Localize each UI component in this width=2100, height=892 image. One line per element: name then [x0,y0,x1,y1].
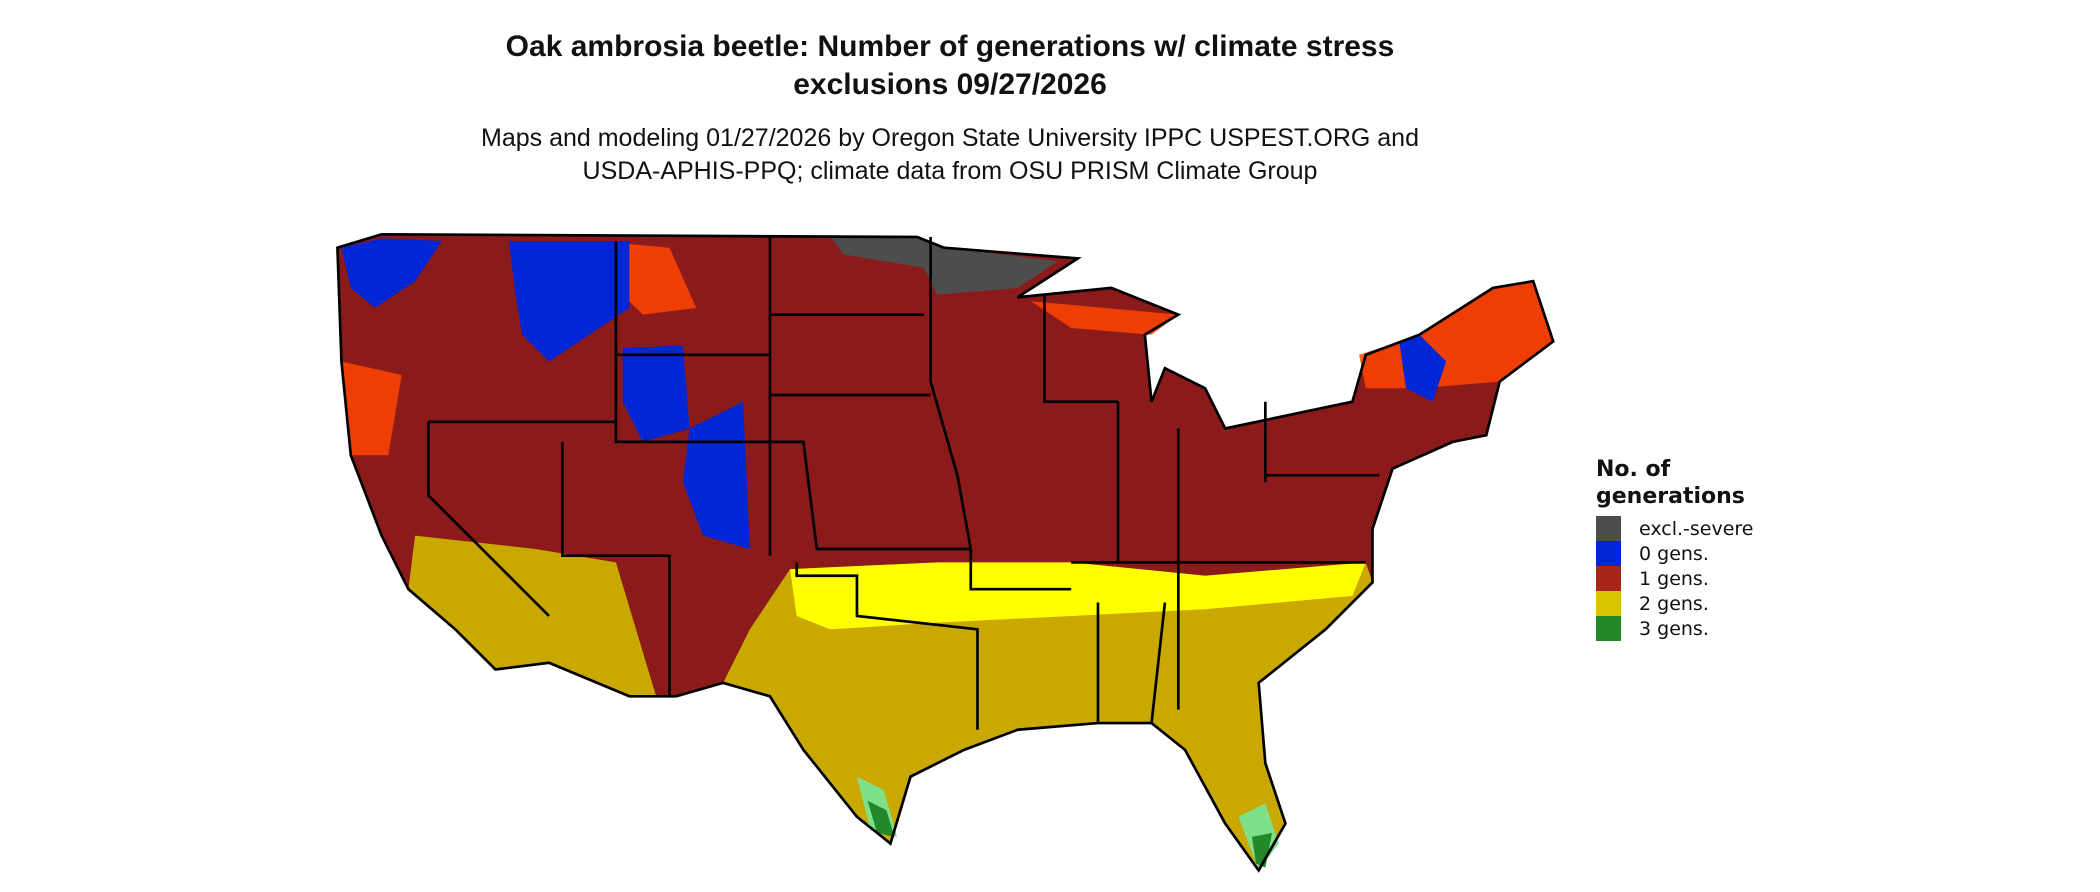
region-1-gen-light [341,361,402,456]
legend-title-line1: No. of [1596,457,1671,482]
legend: No. of generations excl.-severe 0 gens. 1 g… [1596,456,1754,641]
region-excl-severe [830,235,1058,295]
legend-label: 3 gens. [1639,617,1709,640]
map-title-line1: Oak ambrosia beetle: Number of generatio… [505,30,1395,63]
region-1-gen-light [1359,281,1554,389]
region-0-gen [508,241,630,362]
legend-swatch [1596,616,1621,641]
region-0-gen [682,401,750,549]
legend-title-line2: generations [1596,484,1745,509]
region-3-gen [867,800,895,837]
region-0-gen [341,238,442,308]
map-subtitle-line2: USDA-APHIS-PPQ; climate data from OSU PR… [582,157,1318,185]
legend-item: 0 gens. [1596,541,1754,566]
legend-swatch [1596,566,1621,591]
legend-label: excl.-severe [1639,517,1754,540]
legend-item: 3 gens. [1596,616,1754,641]
legend-item: excl.-severe [1596,516,1754,541]
legend-label: 0 gens. [1639,542,1709,565]
region-2-gen-light [790,562,1366,630]
map-title-line2: exclusions 09/27/2026 [793,68,1107,101]
map-subtitle-line1: Maps and modeling 01/27/2026 by Oregon S… [481,124,1419,152]
legend-label: 1 gens. [1639,567,1709,590]
legend-item: 2 gens. [1596,591,1754,616]
legend-item: 1 gens. [1596,566,1754,591]
region-1-gen-light [1031,301,1179,335]
legend-swatch [1596,591,1621,616]
region-0-gen [1399,334,1447,402]
state-borders [336,232,1555,873]
region-2-gen [408,535,657,697]
legend-swatch [1596,516,1621,541]
region-3-gen [1251,832,1273,868]
legend-swatch [1596,541,1621,566]
region-0-gen [622,345,690,442]
legend-label: 2 gens. [1639,592,1709,615]
